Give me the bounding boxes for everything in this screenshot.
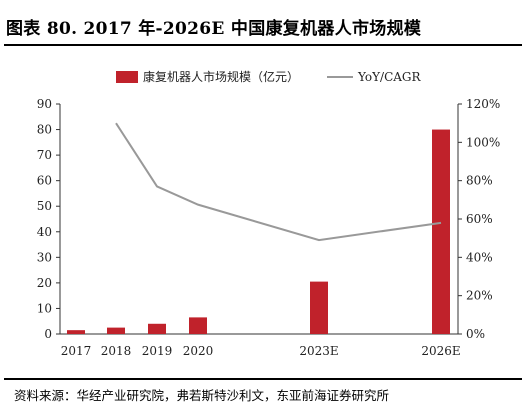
y-left-tick-label: 80 (37, 123, 52, 137)
chart-title: 图表 80. 2017 年-2026E 中国康复机器人市场规模 (6, 19, 422, 39)
y-left-tick-label: 90 (37, 97, 52, 111)
x-tick-label: 2020 (183, 344, 214, 358)
x-tick-label: 2018 (101, 344, 132, 358)
y-left-tick-label: 50 (37, 199, 52, 213)
chart: 0 10 20 30 40 50 60 70 80 90 0% 20% 40% 60% 80% 100% 120… (37, 69, 501, 358)
y-right-tick-label: 40% (466, 250, 493, 264)
bar-market-size (148, 323, 166, 334)
y-right-tick-label: 100% (466, 135, 500, 149)
y-left-tick-label: 10 (37, 301, 52, 315)
y-left-tick-label: 30 (37, 250, 52, 264)
x-tick-label: 2017 (61, 344, 92, 358)
bar-market-size (67, 330, 85, 334)
y-right-tick-label: 120% (466, 97, 500, 111)
y-left-tick-label: 40 (37, 225, 52, 239)
y-left-tick-label: 60 (37, 174, 52, 188)
legend-bar-swatch (116, 71, 138, 83)
footer-rule (4, 378, 522, 380)
x-tick-label: 2023E (299, 344, 338, 358)
x-tick-label: 2019 (142, 344, 173, 358)
y-right-tick-label: 80% (466, 174, 493, 188)
x-tick-label: 2026E (421, 344, 460, 358)
legend-bar-label: 康复机器人市场规模（亿元） (143, 69, 299, 84)
y-right-tick-label: 0% (466, 327, 485, 341)
line-yoy-cagr (115, 122, 442, 242)
bar-market-size (432, 129, 450, 334)
y-left-tick-label: 20 (37, 276, 52, 290)
y-left-tick-label: 0 (44, 327, 52, 341)
bar-market-size (310, 281, 328, 334)
legend-line-label: YoY/CAGR (357, 70, 422, 84)
y-right-tick-label: 20% (466, 289, 493, 303)
bar-market-size (107, 327, 125, 334)
y-left-tick-label: 70 (37, 148, 52, 162)
title-rule (4, 44, 522, 46)
y-right-tick-label: 60% (466, 212, 493, 226)
source-note: 资料来源：华经产业研究院，弗若斯特沙利文，东亚前海证券研究所 (14, 388, 390, 403)
bar-market-size (189, 317, 207, 334)
